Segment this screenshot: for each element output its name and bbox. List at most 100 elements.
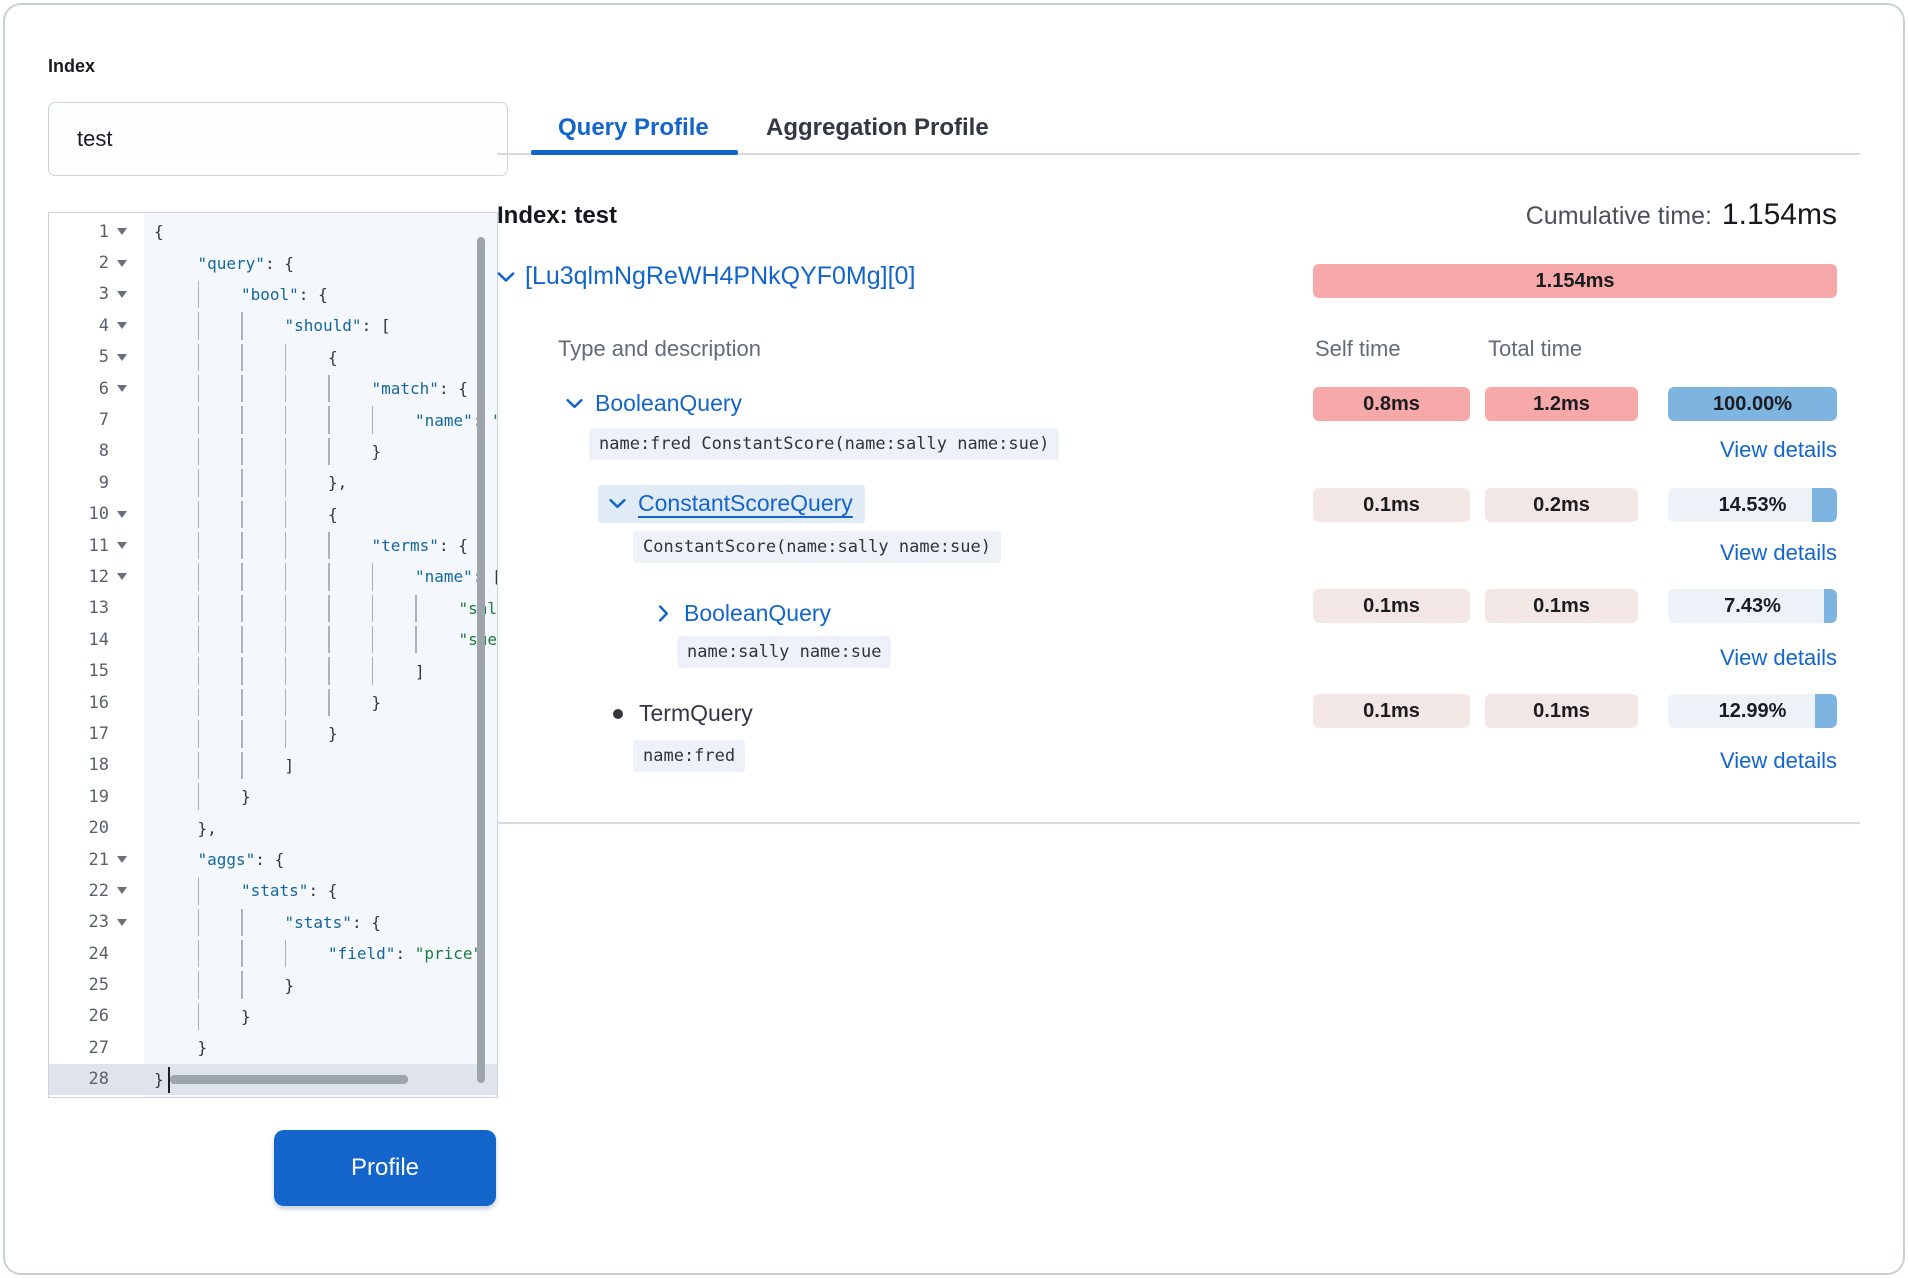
index-field-label: Index (48, 56, 96, 76)
code-line-content: } (144, 1032, 497, 1063)
editor-vertical-scrollbar[interactable] (477, 237, 485, 1083)
view-details-link[interactable]: View details (1720, 540, 1837, 565)
indent-guide (284, 688, 286, 717)
indent-guide (241, 343, 243, 371)
line-number: 20 (88, 818, 109, 839)
fold-arrow-icon (117, 228, 127, 236)
profile-button[interactable]: Profile (274, 1130, 496, 1206)
indent-guide (197, 374, 199, 403)
fold-toggle[interactable] (109, 228, 144, 236)
chevron-down-icon[interactable] (563, 392, 586, 415)
indent-guide (197, 531, 199, 560)
line-number: 26 (88, 1006, 109, 1027)
editor-line: 27} (49, 1032, 497, 1063)
line-number: 25 (88, 975, 109, 996)
indent-guide (197, 939, 199, 968)
total-time-badge: 0.1ms (1485, 589, 1638, 623)
fold-toggle[interactable] (109, 322, 144, 330)
query-node-name[interactable]: BooleanQuery (684, 600, 832, 626)
code-text: } (284, 975, 295, 995)
code-text: "stats": { (284, 912, 381, 932)
line-number: 15 (88, 661, 109, 682)
indent-guide (241, 688, 243, 717)
self-time-badge: 0.1ms (1313, 694, 1470, 728)
column-header-self-time: Self time (1315, 336, 1401, 361)
query-node-link[interactable]: ConstantScoreQuery (598, 485, 865, 523)
editor-horizontal-scrollbar[interactable] (170, 1075, 408, 1084)
editor-line: 9}, (49, 467, 497, 498)
code-text: }, (328, 473, 348, 493)
chevron-down-icon[interactable] (606, 492, 629, 515)
percent-badge: 100.00% (1668, 387, 1837, 421)
indent-guide (197, 280, 199, 309)
indent-guide (241, 720, 243, 748)
indent-guide (371, 406, 373, 434)
fold-toggle[interactable] (109, 918, 144, 926)
indent-guide (241, 908, 243, 936)
cumulative-time-value: 1.154ms (1721, 198, 1837, 231)
view-details-link[interactable]: View details (1720, 748, 1837, 773)
query-editor[interactable]: 1{2 "query": {3 "bool": {4 "should": [5{6 "m… (48, 212, 498, 1098)
code-text: }, (197, 818, 217, 838)
percent-value: 100.00% (1713, 392, 1792, 415)
fold-toggle[interactable] (109, 856, 144, 863)
query-node-link[interactable]: BooleanQuery (563, 390, 742, 417)
fold-toggle[interactable] (109, 542, 144, 550)
leaf-dot-icon (613, 708, 623, 719)
shard-id-link[interactable]: [Lu3qlmNgReWH4PNkQYF0Mg][0] (525, 262, 916, 290)
indent-guide (328, 594, 330, 623)
fold-toggle[interactable] (109, 510, 144, 518)
query-node-name[interactable]: ConstantScoreQuery (638, 490, 853, 516)
code-text: } (328, 724, 338, 744)
editor-line: 7 "name": "fred" (49, 404, 497, 435)
chevron-right-icon[interactable] (652, 602, 675, 625)
line-number: 21 (88, 849, 109, 870)
line-number: 11 (88, 535, 109, 556)
editor-line: 5{ (49, 342, 497, 373)
view-details-link[interactable]: View details (1720, 645, 1837, 670)
code-line-content: "name": [ (144, 561, 497, 592)
line-number: 10 (88, 504, 109, 525)
query-node-link[interactable]: BooleanQuery (652, 600, 831, 627)
tab-query-profile[interactable]: Query Profile (558, 114, 709, 141)
tab-aggregation-profile[interactable]: Aggregation Profile (766, 114, 989, 141)
index-input[interactable]: test (48, 102, 508, 176)
line-number: 5 (98, 347, 109, 368)
view-details-link[interactable]: View details (1720, 437, 1837, 462)
total-time-badge: 0.2ms (1485, 488, 1638, 522)
code-line-content: }, (144, 812, 497, 843)
fold-toggle[interactable] (109, 887, 144, 895)
indent-guide (241, 469, 243, 497)
editor-line: 13 "sally", (49, 593, 497, 624)
tabs-divider (497, 153, 1860, 155)
percent-value: 7.43% (1724, 594, 1781, 617)
code-text: } (154, 1069, 164, 1089)
chevron-down-icon[interactable] (494, 265, 518, 289)
fold-toggle[interactable] (109, 290, 144, 298)
indent-guide (241, 626, 243, 654)
code-text: "match": { (371, 379, 468, 399)
editor-line: 18] (49, 750, 497, 781)
editor-line: 26} (49, 1001, 497, 1032)
fold-toggle[interactable] (109, 259, 144, 267)
code-text: "name": [ (415, 567, 497, 587)
indent-guide (241, 657, 243, 685)
fold-arrow-icon (117, 918, 127, 926)
code-text: "terms": { (371, 536, 468, 556)
code-text: } (241, 1006, 251, 1026)
editor-line: 1{ (49, 216, 497, 247)
query-node-name[interactable]: BooleanQuery (595, 390, 743, 416)
index-heading: Index: test (497, 202, 618, 229)
code-text: ] (415, 661, 425, 681)
query-description-chip: name:sally name:sue (677, 636, 892, 668)
fold-toggle[interactable] (109, 573, 144, 581)
code-text: "sally", (144, 599, 498, 618)
shard-accordion-toggle[interactable]: [Lu3qlmNgReWH4PNkQYF0Mg][0] (494, 262, 915, 291)
indent-guide (328, 374, 330, 403)
fold-toggle[interactable] (109, 385, 144, 393)
cumulative-time: Cumulative time: 1.154ms (1526, 198, 1837, 232)
line-number: 13 (88, 598, 109, 619)
fold-toggle[interactable] (109, 353, 144, 361)
indent-guide (328, 531, 330, 560)
fold-arrow-icon (117, 385, 127, 393)
